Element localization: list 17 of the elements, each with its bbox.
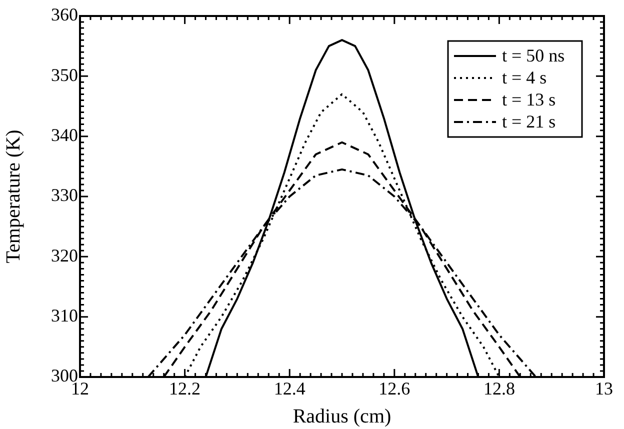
y-tick-label: 360 (51, 4, 78, 25)
legend-label: t = 50 ns (502, 46, 565, 66)
x-tick-label: 12.4 (274, 378, 306, 399)
y-tick-label: 350 (51, 64, 78, 85)
legend-label: t = 4 s (502, 68, 547, 88)
y-axis-title: Temperature (K) (2, 130, 24, 264)
y-tick-label: 310 (51, 306, 78, 326)
x-tick-label: 13 (595, 378, 613, 399)
y-tick-label: 340 (51, 125, 78, 146)
x-axis-title: Radius (cm) (292, 405, 392, 428)
y-tick-label: 320 (51, 245, 78, 266)
x-tick-label: 12.6 (378, 378, 410, 399)
x-tick-label: 12.2 (169, 378, 201, 399)
legend-label: t = 13 s (502, 90, 556, 110)
legend-label: t = 21 s (502, 112, 556, 132)
x-tick-label: 12.8 (483, 378, 515, 399)
y-tick-label: 330 (51, 185, 78, 206)
